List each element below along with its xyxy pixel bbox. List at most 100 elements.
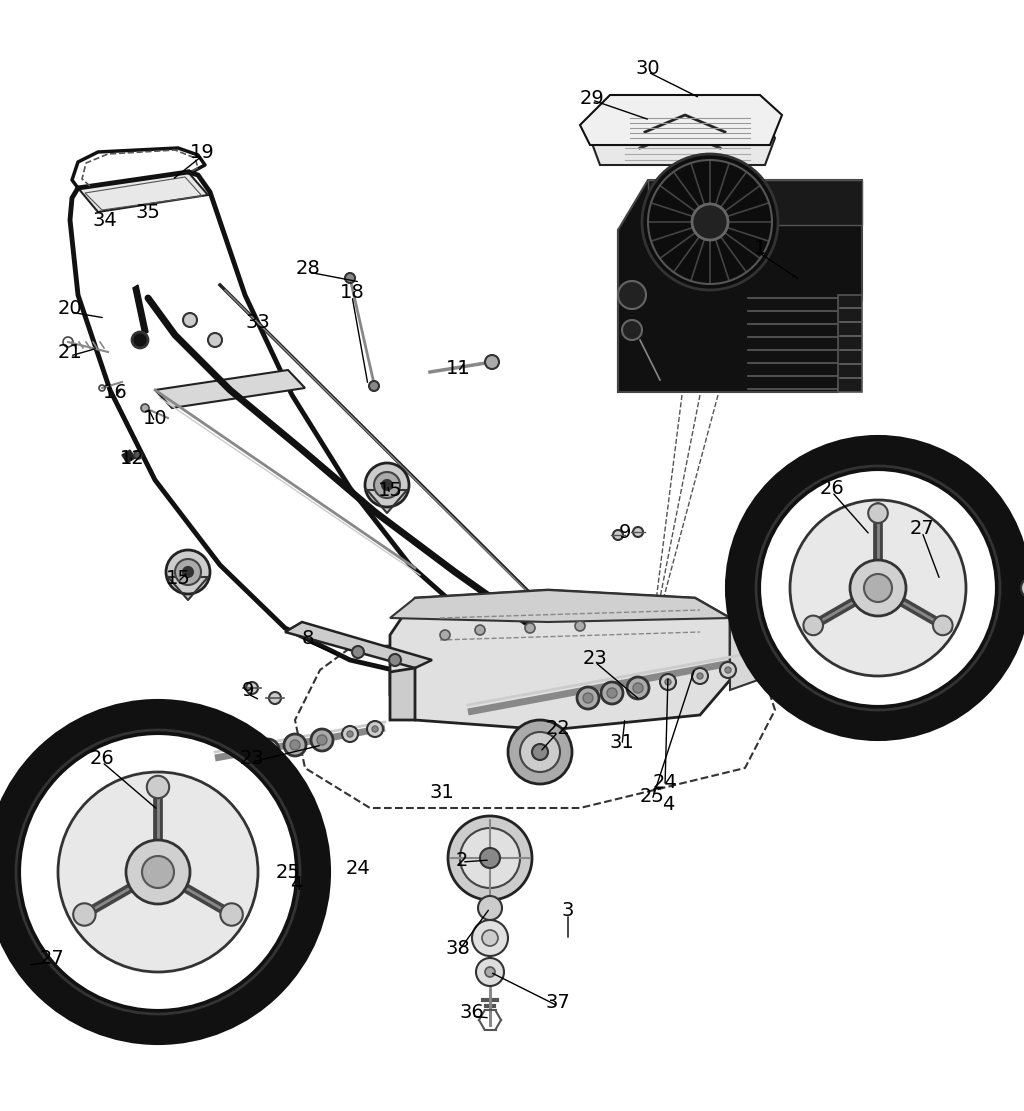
Circle shape [449, 815, 532, 900]
Circle shape [933, 615, 952, 635]
Circle shape [345, 273, 355, 283]
Circle shape [642, 154, 778, 290]
Circle shape [478, 895, 502, 920]
Circle shape [601, 682, 623, 704]
Text: 36: 36 [460, 1003, 484, 1022]
Text: 34: 34 [92, 210, 118, 230]
Text: 31: 31 [609, 732, 635, 751]
Circle shape [485, 356, 499, 369]
Text: 38: 38 [445, 939, 470, 958]
Text: 16: 16 [102, 383, 127, 402]
Polygon shape [155, 370, 305, 408]
Text: 4: 4 [290, 875, 302, 894]
Circle shape [622, 320, 642, 340]
Text: 35: 35 [135, 203, 161, 222]
Circle shape [257, 739, 279, 761]
Polygon shape [648, 180, 862, 226]
Text: 15: 15 [166, 569, 190, 588]
Text: 21: 21 [57, 342, 82, 361]
Circle shape [220, 903, 243, 925]
Text: 9: 9 [242, 681, 254, 700]
Circle shape [208, 333, 222, 347]
Circle shape [352, 645, 364, 658]
Text: 20: 20 [57, 299, 82, 318]
Text: 29: 29 [580, 89, 604, 108]
Circle shape [577, 687, 599, 709]
Circle shape [725, 667, 731, 673]
Circle shape [367, 721, 383, 737]
Circle shape [583, 693, 593, 703]
Circle shape [73, 903, 95, 925]
Text: 1: 1 [754, 239, 766, 258]
Circle shape [175, 559, 201, 585]
Polygon shape [390, 590, 730, 730]
Polygon shape [730, 610, 758, 690]
Circle shape [665, 679, 671, 685]
Circle shape [697, 673, 703, 679]
Polygon shape [367, 490, 407, 513]
Text: 22: 22 [546, 719, 570, 738]
Circle shape [476, 958, 504, 985]
Circle shape [618, 281, 646, 309]
Text: 12: 12 [120, 449, 144, 468]
Text: 33: 33 [246, 313, 270, 332]
Text: 24: 24 [346, 859, 371, 878]
Circle shape [372, 725, 378, 732]
Circle shape [633, 527, 643, 537]
Circle shape [607, 688, 617, 698]
Circle shape [613, 530, 623, 540]
Circle shape [146, 775, 169, 798]
Circle shape [790, 500, 966, 675]
Circle shape [58, 772, 258, 972]
Circle shape [692, 204, 728, 240]
Circle shape [369, 381, 379, 391]
Text: 11: 11 [445, 359, 470, 378]
Circle shape [365, 463, 409, 507]
Text: 25: 25 [640, 788, 665, 807]
Circle shape [520, 732, 560, 772]
Polygon shape [580, 96, 782, 146]
Circle shape [692, 668, 708, 684]
Circle shape [290, 740, 300, 750]
Circle shape [480, 848, 500, 868]
Circle shape [284, 734, 306, 755]
Polygon shape [78, 172, 208, 212]
Circle shape [263, 745, 273, 755]
Circle shape [126, 840, 190, 904]
Circle shape [485, 967, 495, 977]
Circle shape [720, 662, 736, 678]
Circle shape [627, 677, 649, 699]
Circle shape [246, 682, 258, 694]
Circle shape [460, 828, 520, 888]
Circle shape [141, 404, 150, 412]
Polygon shape [122, 450, 135, 463]
Text: 27: 27 [40, 949, 65, 968]
Circle shape [389, 654, 401, 665]
Circle shape [134, 451, 142, 459]
Circle shape [342, 725, 358, 742]
Text: 24: 24 [652, 772, 677, 791]
Text: 30: 30 [636, 59, 660, 78]
Circle shape [633, 683, 643, 693]
Circle shape [525, 623, 535, 633]
Polygon shape [390, 590, 730, 622]
Polygon shape [133, 286, 148, 336]
Polygon shape [285, 622, 432, 668]
Text: 4: 4 [662, 795, 674, 814]
Circle shape [482, 930, 498, 945]
Text: 3: 3 [562, 901, 574, 920]
Text: 26: 26 [90, 749, 115, 768]
Circle shape [868, 503, 888, 523]
Text: 26: 26 [819, 479, 845, 498]
Circle shape [347, 731, 353, 737]
Circle shape [311, 729, 333, 751]
Text: 23: 23 [583, 649, 607, 668]
Circle shape [374, 472, 400, 498]
Circle shape [850, 560, 906, 615]
Circle shape [1021, 578, 1024, 598]
Circle shape [269, 692, 281, 704]
Text: 19: 19 [189, 142, 214, 161]
Circle shape [864, 574, 892, 602]
Polygon shape [390, 668, 415, 720]
Circle shape [475, 625, 485, 635]
